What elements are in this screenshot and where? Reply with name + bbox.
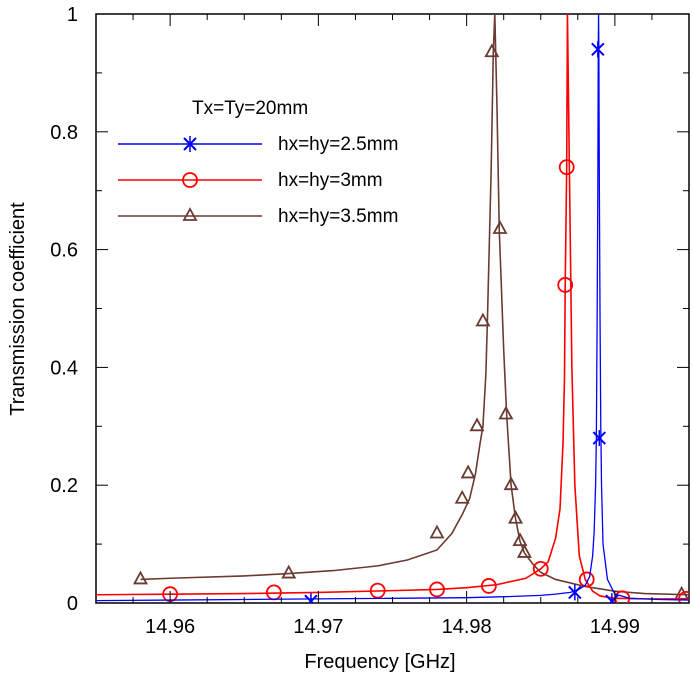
series-marker [475, 312, 491, 327]
series-marker [460, 464, 476, 479]
legend: Tx=Ty=20mm hx=hy=2.5mm hx=hy=3mm hx=hy=3.5… [118, 98, 398, 227]
series-marker [369, 582, 386, 599]
y-tick-label: 0.6 [50, 240, 78, 262]
series-marker [498, 405, 514, 420]
series-marker [568, 584, 582, 601]
x-axis-ticks: 14.96 14.97 14.98 14.99 [132, 14, 653, 638]
y-axis-ticks: 0 0.2 0.4 0.6 0.8 1 [50, 4, 689, 615]
series-marker [429, 524, 445, 539]
x-tick-label: 14.98 [442, 616, 492, 638]
legend-title: Tx=Ty=20mm [192, 98, 308, 119]
x-tick-label: 14.99 [590, 616, 640, 638]
y-tick-label: 0.4 [50, 357, 78, 379]
series-marker [484, 43, 500, 58]
series-marker [512, 532, 528, 547]
legend-marker [183, 136, 197, 152]
legend-entry-2: hx=hy=3mm [118, 170, 383, 191]
series-marker [429, 581, 445, 598]
series-marker [678, 590, 689, 603]
series-marker [132, 570, 148, 585]
x-tick-label: 14.96 [145, 616, 195, 638]
series-marker [558, 159, 575, 176]
series-marker [503, 476, 519, 491]
legend-label: hx=hy=3mm [278, 170, 383, 191]
y-axis-title: Transmission coefficient [7, 202, 29, 416]
series-line [96, 14, 689, 602]
y-tick-label: 0.2 [50, 475, 78, 497]
x-tick-label: 14.97 [293, 616, 343, 638]
series-3 [132, 14, 689, 600]
series-marker [304, 593, 318, 603]
series-marker [480, 578, 497, 594]
series-marker [591, 41, 605, 58]
y-tick-label: 1 [67, 4, 78, 26]
series-marker [578, 571, 595, 588]
series-marker [532, 560, 549, 577]
series-marker [557, 277, 574, 293]
series-2 [96, 14, 689, 603]
series-marker [469, 417, 485, 432]
legend-entry-3: hx=hy=3.5mm [118, 206, 398, 227]
series-marker [508, 509, 524, 524]
y-tick-label: 0 [67, 593, 78, 615]
series-marker [492, 220, 508, 234]
y-tick-label: 0.8 [50, 122, 78, 144]
x-axis-title: Frequency [GHz] [304, 651, 455, 673]
legend-marker [182, 172, 198, 188]
series-line [140, 14, 689, 596]
legend-marker [182, 207, 198, 221]
series-marker [516, 544, 532, 558]
series-marker [454, 489, 470, 504]
series-marker [605, 593, 619, 603]
legend-label: hx=hy=2.5mm [278, 134, 398, 155]
series-marker [592, 430, 607, 447]
legend-entry-1: hx=hy=2.5mm [118, 134, 398, 155]
legend-label: hx=hy=3.5mm [278, 206, 398, 227]
series-1 [96, 14, 689, 603]
series-marker [281, 564, 297, 579]
